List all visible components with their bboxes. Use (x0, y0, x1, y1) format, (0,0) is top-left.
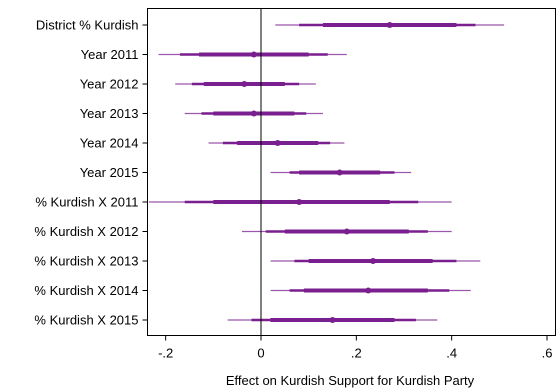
y-tick-label: Year 2015 (80, 165, 139, 180)
x-tick-label: .6 (542, 346, 553, 361)
y-tick-label: % Kurdish X 2011 (35, 195, 138, 210)
point-estimate (336, 169, 343, 176)
point-estimate (343, 228, 350, 235)
coefficient-rows: District % Kurdish Year 2011 Year 2012 Year… (34, 18, 505, 328)
y-tick-label: % Kurdish X 2015 (34, 313, 138, 328)
x-tick-label: .2 (351, 346, 362, 361)
y-tick-label: Year 2013 (80, 106, 139, 121)
point-estimate (250, 110, 257, 117)
y-tick-label: % Kurdish X 2013 (34, 254, 138, 269)
y-tick-label: % Kurdish X 2014 (34, 283, 138, 298)
y-tick-label: Year 2014 (80, 136, 139, 151)
y-tick-label: Year 2011 (81, 47, 139, 62)
point-estimate (370, 258, 377, 264)
point-estimate (329, 317, 336, 323)
point-estimate (274, 140, 281, 146)
x-tick-label: -.2 (158, 346, 173, 361)
point-estimate (250, 51, 257, 58)
point-estimate (365, 287, 372, 294)
x-tick-label: .4 (446, 346, 457, 361)
point-estimate (386, 22, 393, 28)
y-tick-label: District % Kurdish (36, 18, 139, 33)
y-tick-label: % Kurdish X 2012 (34, 224, 138, 239)
point-estimate (241, 81, 248, 87)
x-axis-title: Effect on Kurdish Support for Kurdish Pa… (226, 373, 475, 388)
point-estimate (296, 199, 303, 205)
y-tick-label: Year 2012 (80, 77, 139, 92)
x-axis: -.2 0 .2 .4 .6 (158, 8, 553, 361)
x-tick-label: 0 (257, 346, 264, 361)
